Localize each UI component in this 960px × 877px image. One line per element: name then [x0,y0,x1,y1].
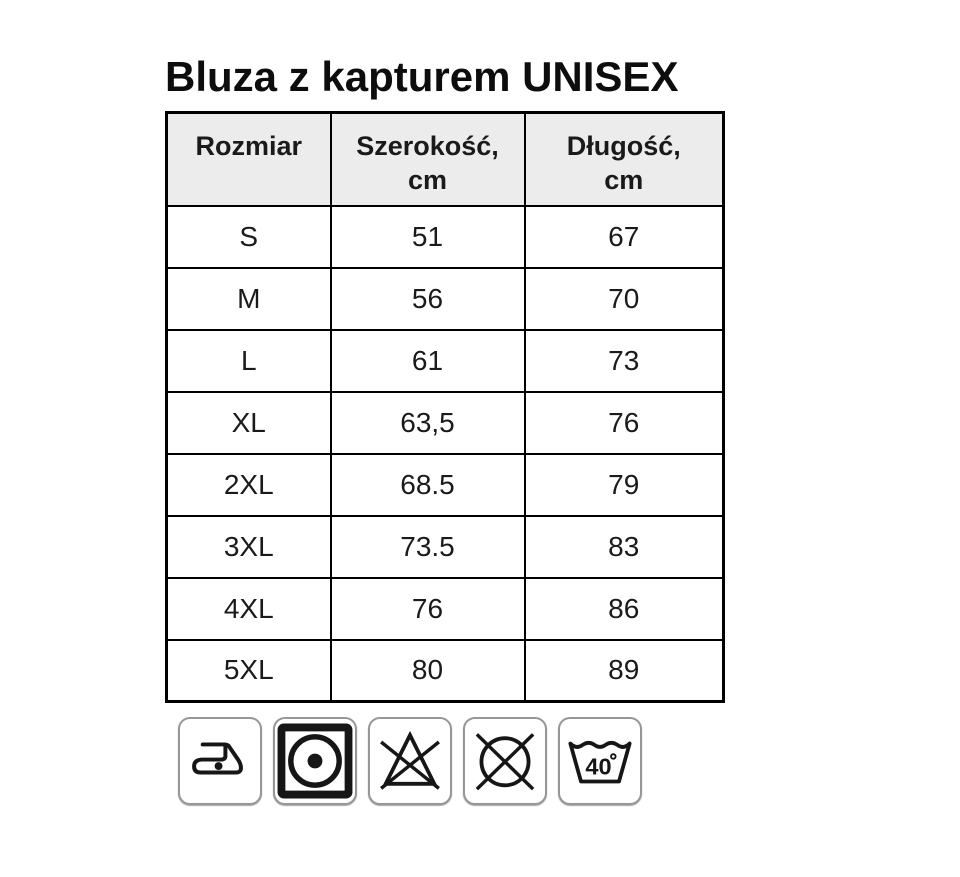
care-symbol-do-not-dry-clean [463,717,547,805]
care-symbol-tumble-dry [273,717,357,805]
column-header-size-label: Rozmiar [195,131,303,161]
column-header-width-unit: cm [407,165,448,195]
page-title: Bluza z kapturem UNISEX [165,53,679,100]
degree-mark-icon [610,753,617,760]
table-row: 4XL 76 86 [165,576,725,641]
table-row: 5XL 80 89 [165,638,725,703]
length-cell: 67 [523,204,725,269]
width-cell: 56 [329,266,526,331]
size-table-header-row: Rozmiar Szerokość, cm Długość, cm [165,111,725,207]
care-symbol-iron [178,717,262,805]
table-row: XL 63,5 76 [165,390,725,455]
width-cell: 68.5 [329,452,526,517]
length-cell: 79 [523,452,725,517]
width-cell: 51 [329,204,526,269]
do-not-dry-clean-icon [475,733,535,791]
size-chart-page: Bluza z kapturem UNISEX Rozmiar Szerokoś… [0,52,960,877]
size-cell: M [165,266,332,331]
tumble-dry-icon [277,723,353,799]
table-row: S 51 67 [165,204,725,269]
width-cell: 63,5 [329,390,526,455]
table-row: 3XL 73.5 83 [165,514,725,579]
care-symbol-wash-40: 40 [558,717,642,805]
length-cell: 73 [523,328,725,393]
column-header-size: Rozmiar [165,111,332,207]
column-header-length-label: Długość, [566,131,681,161]
iron-low-heat-icon [192,742,243,775]
length-cell: 76 [523,390,725,455]
length-cell: 83 [523,514,725,579]
size-table: Rozmiar Szerokość, cm Długość, cm S 51 6… [165,111,725,703]
width-cell: 76 [329,576,526,641]
length-cell: 86 [523,576,725,641]
table-row: 2XL 68.5 79 [165,452,725,517]
width-cell: 61 [329,328,526,393]
wash-40-degrees-icon: 40 [568,740,632,784]
size-cell: 4XL [165,576,332,641]
size-cell: XL [165,390,332,455]
width-cell: 80 [329,638,526,703]
width-cell: 73.5 [329,514,526,579]
wash-temperature-label: 40 [585,754,611,780]
column-header-width-label: Szerokość, [356,131,499,161]
column-header-length: Długość, cm [523,111,725,207]
do-not-bleach-icon [380,730,440,790]
column-header-length-unit: cm [604,165,644,195]
care-symbol-do-not-bleach [368,717,452,805]
size-cell: 5XL [165,638,332,703]
length-cell: 89 [523,638,725,703]
column-header-width: Szerokość, cm [329,111,526,207]
size-cell: L [165,328,332,393]
table-row: M 56 70 [165,266,725,331]
size-cell: 2XL [165,452,332,517]
length-cell: 70 [523,266,725,331]
table-row: L 61 73 [165,328,725,393]
size-cell: S [165,204,332,269]
size-cell: 3XL [165,514,332,579]
care-symbols-row: 40 [178,717,960,805]
